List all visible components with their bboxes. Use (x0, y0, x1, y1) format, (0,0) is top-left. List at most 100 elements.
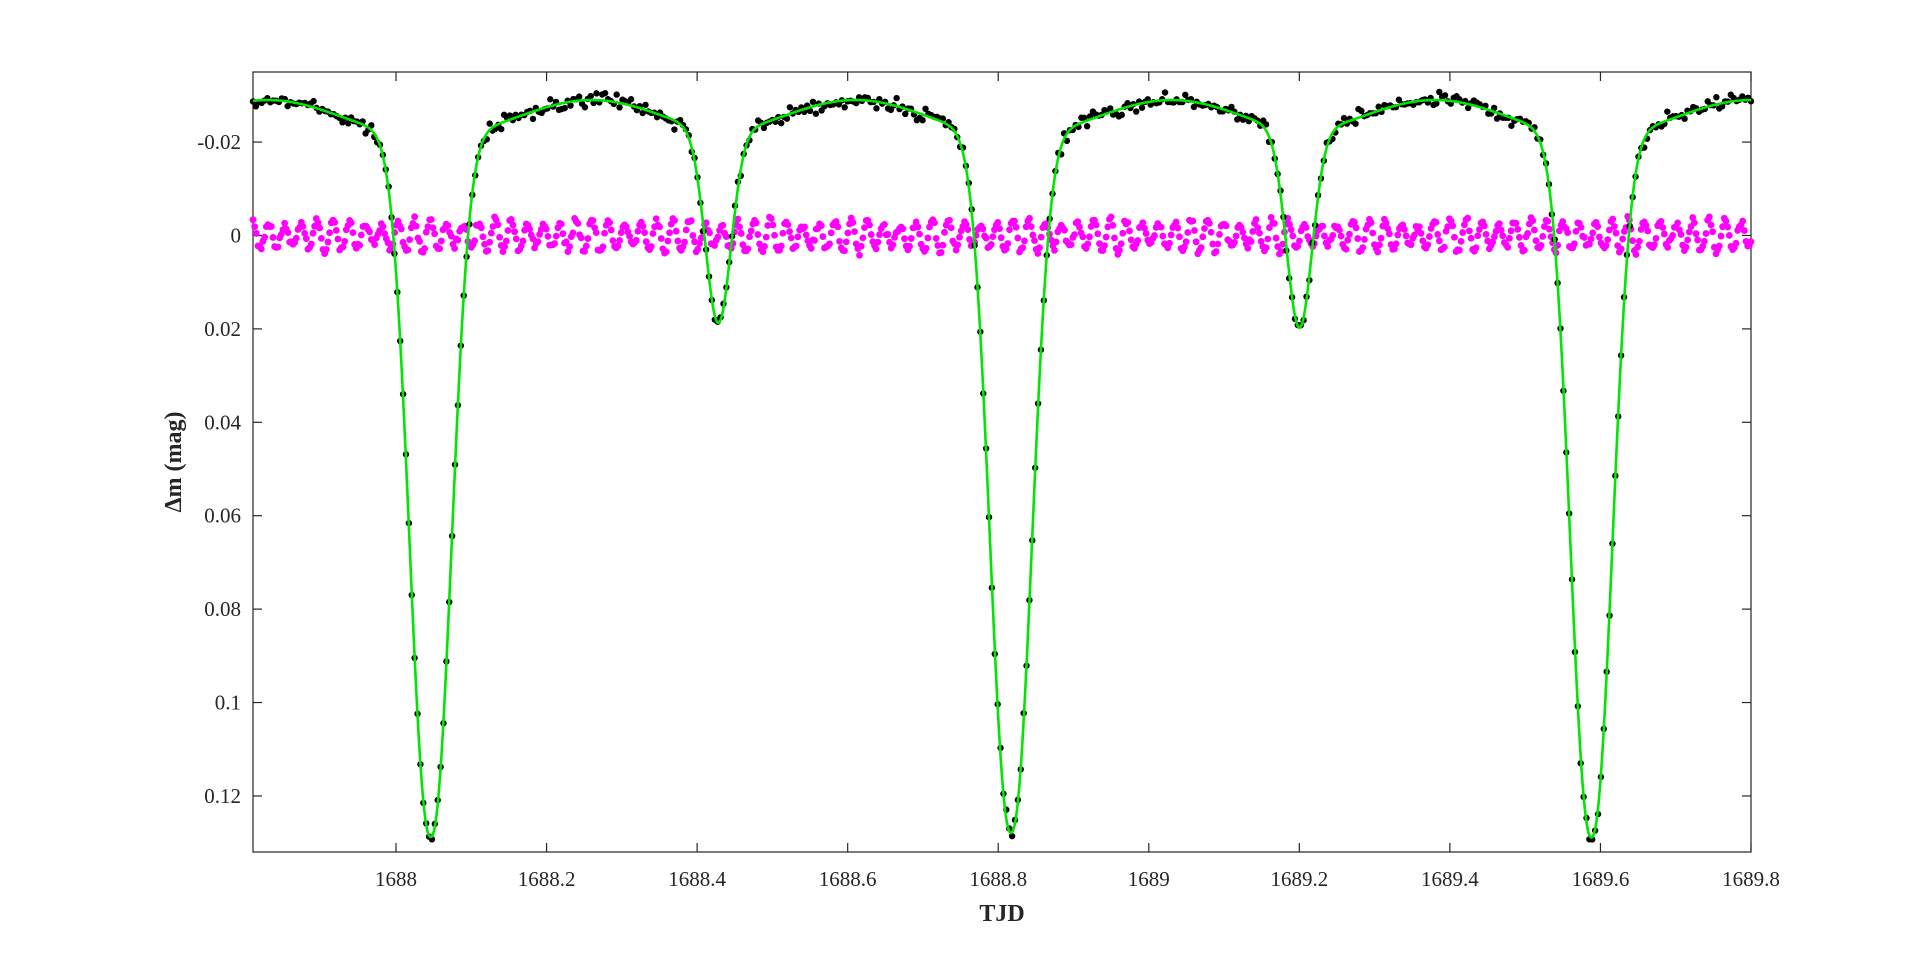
residual-point (1286, 220, 1293, 228)
residual-point (844, 229, 852, 237)
residual-point (444, 222, 452, 229)
residual-point (689, 232, 697, 239)
axis-tick-labels: 1688 1688.2 1688.4 1688.6 1688.8 1689 1689.2 16… (197, 130, 1780, 891)
residual-point (666, 229, 673, 237)
residual-point (1449, 222, 1457, 230)
residual-point (641, 229, 648, 237)
residual-point (817, 222, 825, 230)
residual-point (422, 228, 430, 236)
residual-point (736, 223, 743, 231)
observed-point (809, 98, 817, 106)
residual-point (1436, 237, 1443, 245)
residual-point (1071, 231, 1078, 239)
residual-point (1394, 231, 1402, 239)
residual-point (1321, 232, 1328, 240)
residual-point (1342, 245, 1350, 253)
residual-point (1642, 222, 1650, 229)
residual-point (1174, 224, 1182, 232)
observed-point (671, 126, 678, 133)
residual-point (331, 218, 339, 226)
residual-point (1456, 246, 1463, 254)
residual-point (622, 223, 630, 231)
residual-point (1119, 229, 1127, 237)
residual-point (1034, 250, 1042, 257)
residual-point (299, 223, 307, 230)
residual-point (356, 241, 364, 249)
residual-point (1457, 237, 1465, 245)
residual-point (496, 233, 504, 241)
x-tick-label: 1689.8 (1722, 867, 1780, 891)
residual-point (1111, 234, 1118, 242)
residual-point (1267, 214, 1275, 221)
residual-point (589, 217, 597, 224)
residual-point (1141, 224, 1148, 232)
observed-point (1493, 115, 1501, 122)
residual-point (529, 235, 537, 243)
residual-point (1682, 243, 1690, 251)
residual-point (557, 220, 565, 228)
residual-point (1232, 232, 1240, 240)
residual-point (856, 251, 863, 259)
residual-point (767, 215, 775, 223)
residual-point (1191, 227, 1198, 234)
residual-point (872, 245, 880, 253)
observed-point (639, 109, 646, 117)
residual-point (436, 245, 444, 253)
residual-point (997, 234, 1005, 242)
residual-point (601, 229, 608, 237)
residual-point (371, 241, 379, 248)
residual-point (1262, 244, 1270, 252)
residual-point (317, 234, 325, 242)
x-tick-label: 1688.6 (819, 867, 877, 891)
residual-point (281, 219, 289, 227)
observed-point (339, 119, 346, 126)
residual-point (836, 237, 843, 245)
residual-point (939, 241, 947, 249)
y-tick-label: 0.06 (204, 504, 241, 528)
residual-point (907, 235, 915, 242)
residual-point (996, 225, 1003, 232)
residual-point (316, 224, 324, 232)
residual-point (747, 227, 755, 235)
observed-point (919, 117, 926, 124)
residual-point (1417, 229, 1425, 237)
residual-point (1707, 221, 1715, 229)
y-tick-label: -0.02 (197, 130, 241, 154)
residual-point (662, 248, 670, 256)
residual-point (1216, 231, 1223, 238)
residual-point (1480, 222, 1488, 230)
axis-ticks (253, 72, 1752, 852)
residual-point (397, 225, 405, 233)
observed-point (310, 97, 317, 105)
observed-point (1375, 103, 1382, 110)
residual-point (1424, 241, 1432, 249)
residual-point (744, 245, 752, 253)
residual-point (1244, 244, 1252, 252)
residual-point (1632, 251, 1640, 258)
observed-point (1441, 92, 1449, 99)
residual-point (1747, 238, 1755, 246)
x-tick-label: 1688.8 (969, 867, 1027, 891)
residual-point (1514, 225, 1522, 233)
residual-point (876, 231, 883, 238)
y-tick-label: 0.1 (215, 691, 241, 715)
residual-point (867, 231, 875, 238)
residual-point (706, 229, 713, 237)
residual-point (1495, 220, 1503, 228)
residual-point (827, 229, 835, 237)
residual-point (526, 225, 534, 233)
residual-point (1346, 230, 1353, 238)
residual-point (1279, 240, 1287, 248)
residual-point (1489, 238, 1497, 246)
residual-point (1392, 240, 1400, 248)
observed-point (1464, 104, 1472, 112)
residual-point (1466, 227, 1473, 235)
x-tick-label: 1688 (375, 867, 417, 891)
residual-point (1061, 226, 1068, 234)
residual-point (1467, 234, 1475, 242)
residual-point (1537, 242, 1545, 249)
residual-point (881, 220, 888, 228)
residual-point (802, 231, 810, 239)
residual-point (607, 226, 615, 234)
residual-point (819, 233, 827, 240)
